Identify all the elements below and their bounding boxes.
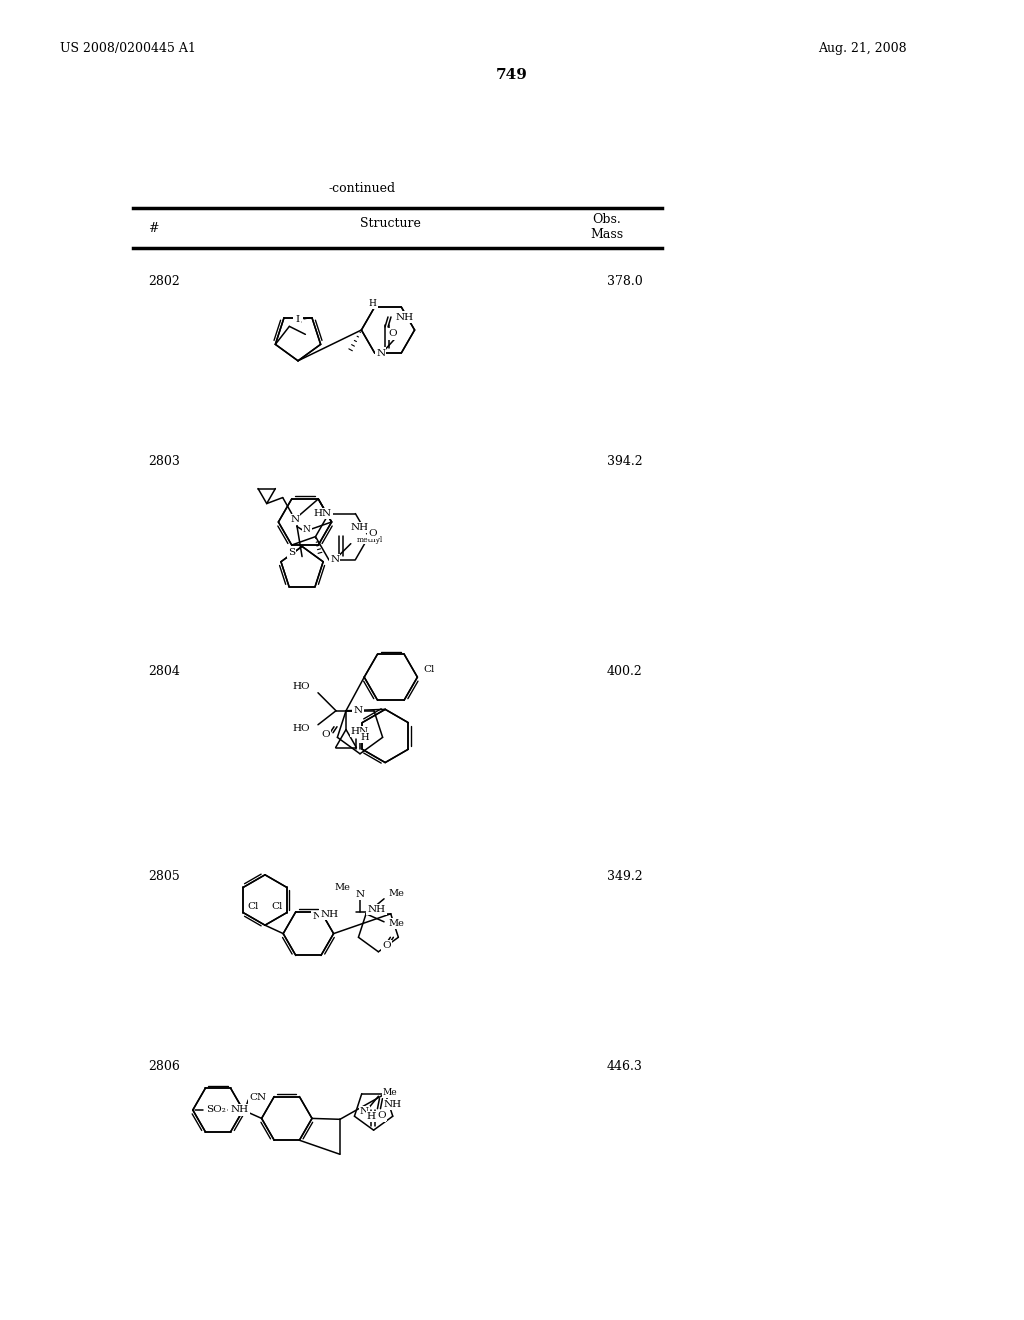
Text: I: I [296,315,300,325]
Text: H: H [360,733,369,742]
Text: HO: HO [293,682,310,692]
Text: 749: 749 [496,69,528,82]
Text: N: N [290,515,299,524]
Text: N: N [376,348,385,358]
Text: CN: CN [249,1093,266,1102]
Text: O: O [382,941,391,950]
Text: Cl: Cl [271,902,283,911]
Text: NH: NH [384,1100,401,1109]
Text: 349.2: 349.2 [607,870,643,883]
Text: Me: Me [335,883,350,892]
Text: HN: HN [351,727,369,737]
Text: Obs.: Obs. [593,213,622,226]
Text: 2803: 2803 [148,455,180,469]
Text: N: N [359,1106,369,1115]
Text: N: N [353,706,362,715]
Text: S: S [295,317,301,326]
Text: Aug. 21, 2008: Aug. 21, 2008 [818,42,906,55]
Text: NH: NH [396,313,414,322]
Text: N: N [356,890,365,899]
Text: #: # [148,222,159,235]
Text: O: O [369,529,377,539]
Text: S: S [288,548,295,557]
Text: N: N [312,912,322,921]
Text: 2805: 2805 [148,870,180,883]
Text: Mass: Mass [591,228,624,242]
Text: 2804: 2804 [148,665,180,678]
Text: Structure: Structure [359,216,421,230]
Text: Cl: Cl [247,902,258,911]
Text: SO₂: SO₂ [206,1106,225,1114]
Text: H: H [369,300,377,309]
Text: NH: NH [368,906,385,915]
Text: HO: HO [293,725,310,733]
Text: N: N [330,556,339,564]
Text: -continued: -continued [329,182,395,195]
Text: Me: Me [382,1088,397,1097]
Text: 2806: 2806 [148,1060,180,1073]
Text: 378.0: 378.0 [607,275,643,288]
Text: 394.2: 394.2 [607,455,643,469]
Text: 446.3: 446.3 [607,1060,643,1073]
Text: O: O [322,730,330,739]
Text: NH: NH [230,1106,249,1114]
Text: NH: NH [350,523,369,532]
Text: US 2008/0200445 A1: US 2008/0200445 A1 [60,42,196,55]
Text: Me: Me [388,890,403,899]
Text: methyl: methyl [356,536,383,544]
Text: HN: HN [367,1111,385,1121]
Text: NH: NH [321,911,338,919]
Text: O: O [377,1111,386,1121]
Text: Cl: Cl [423,665,435,673]
Text: Me: Me [388,919,403,928]
Text: O: O [389,330,397,338]
Text: HN: HN [313,510,332,519]
Text: 400.2: 400.2 [607,665,643,678]
Text: 2802: 2802 [148,275,180,288]
Text: N: N [303,525,310,533]
